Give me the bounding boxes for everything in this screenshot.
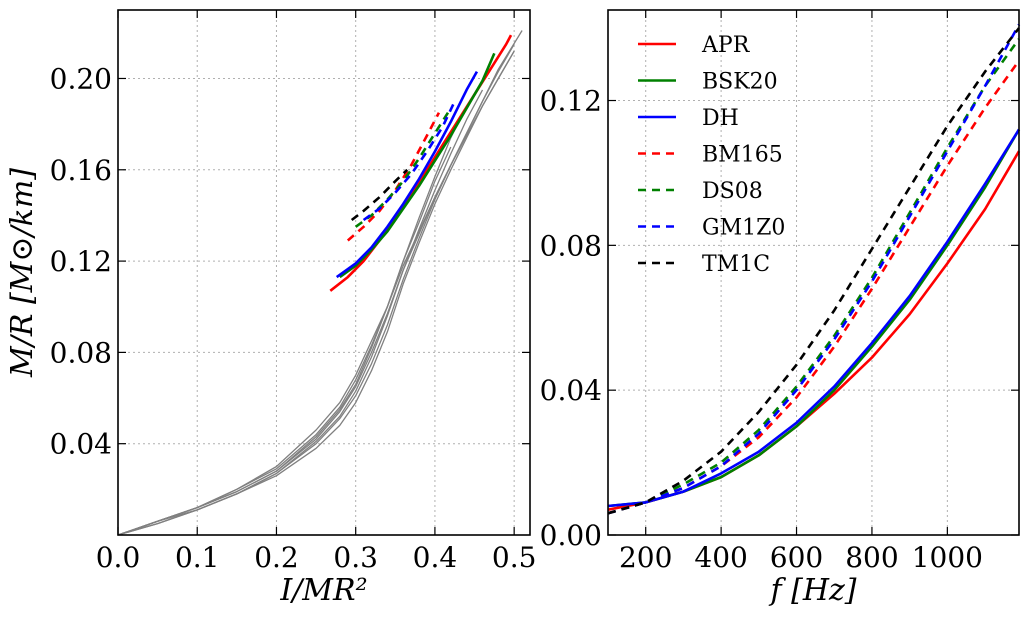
legend-label-gm1z0: GM1Z0 <box>702 216 785 241</box>
right-chart-x-axis-label: f [Hz] <box>768 573 856 608</box>
legend-label-tm1c: TM1C <box>702 252 770 277</box>
right-series-ds08 <box>607 38 1021 515</box>
left-chart-frame <box>117 9 531 536</box>
left-x-tick-label: 0.2 <box>254 541 299 574</box>
right-chart-frame <box>607 9 1020 536</box>
right-x-tick-label: 400 <box>694 541 747 574</box>
left-series-curve <box>362 100 456 222</box>
left-x-tick-label: 0.3 <box>333 541 378 574</box>
left-series-curve <box>117 30 523 536</box>
left-series-curve <box>335 70 479 279</box>
right-x-tick-label: 800 <box>845 541 898 574</box>
right-y-tick-label: 0.12 <box>540 85 602 118</box>
right-chart-grid <box>608 10 1019 536</box>
left-chart-tick-labels: 0.0 0.1 0.2 0.3 0.4 0.5 0.04 0.08 0.12 0.16 0.20 <box>50 62 537 574</box>
left-series-curve <box>346 112 441 242</box>
legend-label-dh: DH <box>702 106 739 131</box>
left-x-tick-label: 0.1 <box>175 541 220 574</box>
right-series-tm1c <box>607 27 1021 515</box>
left-series-curve <box>329 34 513 292</box>
left-chart-ticks <box>117 10 530 535</box>
left-x-tick-label: 0.0 <box>96 541 141 574</box>
legend-label-bm165: BM165 <box>702 143 783 168</box>
left-y-tick-label: 0.20 <box>50 62 112 95</box>
right-series-bm165 <box>607 59 1021 515</box>
left-chart-series <box>117 30 523 536</box>
right-chart-series <box>607 23 1021 515</box>
left-x-tick-label: 0.5 <box>492 541 537 574</box>
left-series-curve <box>117 43 515 536</box>
left-series-curve <box>350 168 409 222</box>
left-series-curve <box>354 107 452 228</box>
left-series-curve <box>339 52 496 279</box>
right-y-tick-label: 0.08 <box>540 229 602 262</box>
left-chart-panel: 0.0 0.1 0.2 0.3 0.4 0.5 0.04 0.08 0.12 0.16 0.20 I… <box>5 9 537 608</box>
right-y-tick-label: 0.04 <box>540 374 602 407</box>
left-y-tick-label: 0.16 <box>50 154 112 187</box>
right-series-dh <box>607 128 1021 508</box>
left-chart-y-axis-label: M/R [M⊙/km] <box>5 168 40 378</box>
right-x-tick-label: 200 <box>619 541 672 574</box>
left-chart-grid <box>117 10 530 535</box>
legend-label-apr: APR <box>701 33 751 58</box>
left-y-tick-label: 0.04 <box>50 428 112 461</box>
legend-label-bsk20: BSK20 <box>702 70 778 95</box>
legend-label-ds08: DS08 <box>702 179 763 204</box>
right-chart-tick-labels: 200 400 600 800 1000 0.00 0.04 0.08 0.12 <box>540 85 983 574</box>
right-series-gm1z0 <box>607 23 1021 515</box>
left-chart-x-axis-label: I/MR² <box>279 573 367 608</box>
left-x-tick-label: 0.4 <box>413 541 458 574</box>
right-chart-ticks <box>608 10 1019 536</box>
left-y-tick-label: 0.08 <box>50 336 112 369</box>
left-series-curve <box>117 89 484 536</box>
right-series-apr <box>607 150 1021 511</box>
right-y-tick-label: 0.00 <box>540 519 602 552</box>
left-series-curve <box>117 121 460 536</box>
right-chart-legend: APR BSK20 DH BM165 DS08 GM1Z0 TM1C <box>638 33 785 277</box>
left-y-tick-label: 0.12 <box>50 245 112 278</box>
right-series-bsk20 <box>607 128 1021 508</box>
right-x-tick-label: 1000 <box>912 541 983 574</box>
right-x-tick-label: 600 <box>770 541 823 574</box>
